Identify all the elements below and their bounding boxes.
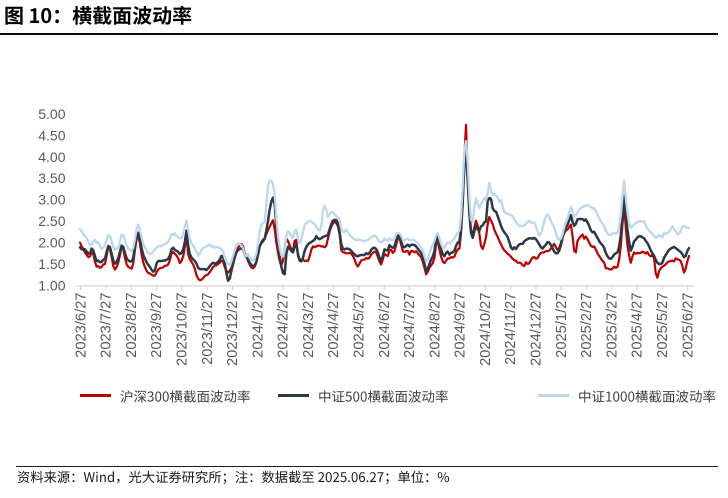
x-tick-label: 2025/5/27 bbox=[655, 293, 671, 358]
x-tick-label: 2024/2/27 bbox=[276, 293, 292, 358]
x-tick-label: 2025/2/27 bbox=[579, 293, 595, 358]
legend-label-1-text bbox=[319, 389, 448, 403]
legend-swatch-1 bbox=[277, 394, 309, 397]
y-tick-label: 5.00 bbox=[38, 106, 65, 122]
x-tick-label: 2023/11/27 bbox=[200, 293, 216, 365]
x-tick-label: 2025/1/27 bbox=[554, 293, 570, 358]
title-underline bbox=[0, 33, 718, 35]
x-tick-label: 2023/7/27 bbox=[99, 293, 115, 358]
legend-item-2[interactable]: 中证1000横截面波动率 bbox=[538, 388, 717, 405]
legend-swatch-2 bbox=[538, 394, 570, 397]
x-tick-label: 2023/10/27 bbox=[174, 293, 190, 367]
x-tick-label: 2025/3/27 bbox=[604, 293, 620, 358]
x-tick-label: 2024/4/27 bbox=[326, 293, 342, 358]
y-tick-label: 3.00 bbox=[38, 192, 65, 208]
legend-label-2: 中证1000横截面波动率 bbox=[717, 388, 718, 389]
legend-item-0[interactable]: 沪深300横截面波动率 bbox=[79, 388, 252, 405]
legend-label-1: 中证500横截面波动率 bbox=[449, 388, 450, 389]
x-tick-label: 2024/10/27 bbox=[478, 293, 494, 367]
figure-title: 图 10：横截面波动率 bbox=[4, 5, 193, 32]
legend-label-0: 沪深300横截面波动率 bbox=[251, 388, 252, 389]
x-tick-label: 2024/12/27 bbox=[529, 293, 545, 367]
x-tick-label: 2024/1/27 bbox=[250, 293, 266, 358]
y-tick-label: 4.00 bbox=[38, 149, 65, 165]
legend-label-2-text bbox=[579, 389, 716, 403]
footer-divider bbox=[16, 466, 718, 468]
x-tick-label: 2024/6/27 bbox=[377, 293, 393, 358]
x-tick-label: 2024/7/27 bbox=[402, 293, 418, 358]
y-tick-label: 4.50 bbox=[38, 127, 65, 143]
y-tick-label: 1.50 bbox=[38, 256, 65, 272]
figure-title-text bbox=[5, 5, 192, 25]
x-tick-label: 2024/3/27 bbox=[301, 293, 317, 358]
legend-swatch-0 bbox=[79, 394, 111, 397]
series-line-2[interactable] bbox=[78, 139, 691, 266]
x-tick-label: 2023/6/27 bbox=[73, 293, 89, 358]
chart-legend: 沪深300横截面波动率 中证500横截面波动率 中证1000横截面波动率 bbox=[0, 388, 728, 405]
chart-plot-area[interactable]: 2023/6/27 2023/7/27 2023/8/27 2023/9/27 2023… bbox=[0, 0, 728, 380]
x-tick-label: 2024/8/27 bbox=[427, 293, 443, 358]
legend-label-0-text bbox=[120, 389, 250, 403]
source-note-text bbox=[17, 470, 449, 484]
series-line-0[interactable] bbox=[78, 123, 691, 282]
x-tick-label: 2024/11/27 bbox=[503, 293, 519, 365]
x-tick-label: 2023/8/27 bbox=[124, 293, 140, 358]
x-tick-label: 2025/6/27 bbox=[680, 293, 696, 358]
x-tick-label: 2023/12/27 bbox=[225, 293, 241, 367]
y-tick-label: 2.00 bbox=[38, 234, 65, 250]
series-line-1[interactable] bbox=[78, 149, 691, 282]
y-tick-label: 1.00 bbox=[38, 277, 65, 293]
x-tick-label: 2024/5/27 bbox=[351, 293, 367, 358]
x-tick-label: 2025/4/27 bbox=[630, 293, 646, 358]
legend-item-1[interactable]: 中证500横截面波动率 bbox=[277, 388, 450, 405]
y-tick-label: 2.50 bbox=[38, 213, 65, 229]
source-note-hidden-text: 资料来源：Wind，光大证券研究所；注：数据截至 2025.06.27；单位：% bbox=[450, 469, 451, 470]
source-note: 资料来源：Wind，光大证券研究所；注：数据截至 2025.06.27；单位：% bbox=[17, 469, 451, 490]
y-tick-label: 3.50 bbox=[38, 170, 65, 186]
x-tick-label: 2024/9/27 bbox=[453, 293, 469, 358]
x-tick-label: 2023/9/27 bbox=[149, 293, 165, 358]
